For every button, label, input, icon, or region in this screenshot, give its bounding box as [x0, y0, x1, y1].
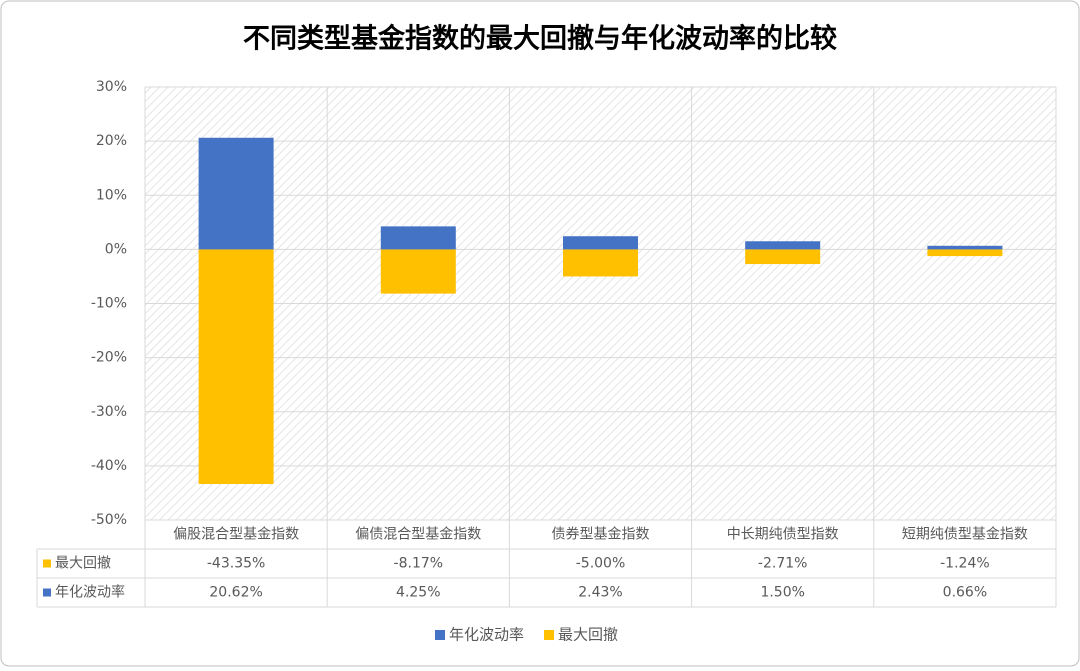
- table-cell: 2.43%: [578, 585, 622, 601]
- y-tick-label: 0%: [105, 241, 127, 257]
- x-tick-label: 中长期纯债型指数: [727, 527, 839, 543]
- table-legend-key: [43, 559, 51, 568]
- y-tick-label: -40%: [91, 458, 127, 474]
- bar: [380, 226, 456, 250]
- bar: [745, 241, 821, 250]
- table-legend-key: [43, 588, 51, 597]
- table-cell: -5.00%: [576, 556, 626, 572]
- legend-label: 最大回撤: [558, 626, 618, 644]
- bar: [198, 249, 274, 485]
- y-tick-label: 10%: [96, 187, 127, 203]
- table-cell: 4.25%: [396, 585, 440, 601]
- y-tick-label: 30%: [96, 79, 127, 95]
- y-tick-label: 20%: [96, 133, 127, 149]
- table-cell: -8.17%: [394, 556, 444, 572]
- legend-key: [544, 630, 555, 640]
- table-cell: -1.24%: [940, 556, 990, 572]
- bar: [563, 236, 638, 250]
- y-tick-label: -20%: [91, 350, 127, 366]
- chart-title: 不同类型基金指数的最大回撤与年化波动率的比较: [243, 23, 837, 55]
- legend-label: 年化波动率: [449, 626, 524, 644]
- bar: [927, 245, 1003, 250]
- bar: [563, 249, 638, 277]
- x-tick-label: 偏股混合型基金指数: [173, 526, 299, 543]
- table-cell: 1.50%: [760, 585, 804, 601]
- x-tick-label: 债券型基金指数: [552, 526, 650, 543]
- bar: [745, 249, 821, 265]
- bar: [927, 249, 1003, 257]
- bar: [198, 137, 274, 250]
- table-cell: 20.62%: [209, 585, 262, 601]
- x-tick-label: 短期纯债型基金指数: [902, 526, 1028, 543]
- table-cell: 0.66%: [943, 585, 987, 601]
- table-series-name: 年化波动率: [55, 584, 125, 601]
- y-tick-label: -30%: [91, 404, 127, 420]
- x-tick-label: 偏债混合型基金指数: [355, 526, 481, 543]
- table-cell: -2.71%: [758, 556, 808, 572]
- table-series-name: 最大回撤: [55, 556, 111, 572]
- y-tick-label: -50%: [91, 512, 127, 528]
- y-tick-label: -10%: [91, 296, 127, 312]
- legend-key: [435, 630, 445, 640]
- table-cell: -43.35%: [207, 556, 265, 572]
- bar: [380, 249, 456, 294]
